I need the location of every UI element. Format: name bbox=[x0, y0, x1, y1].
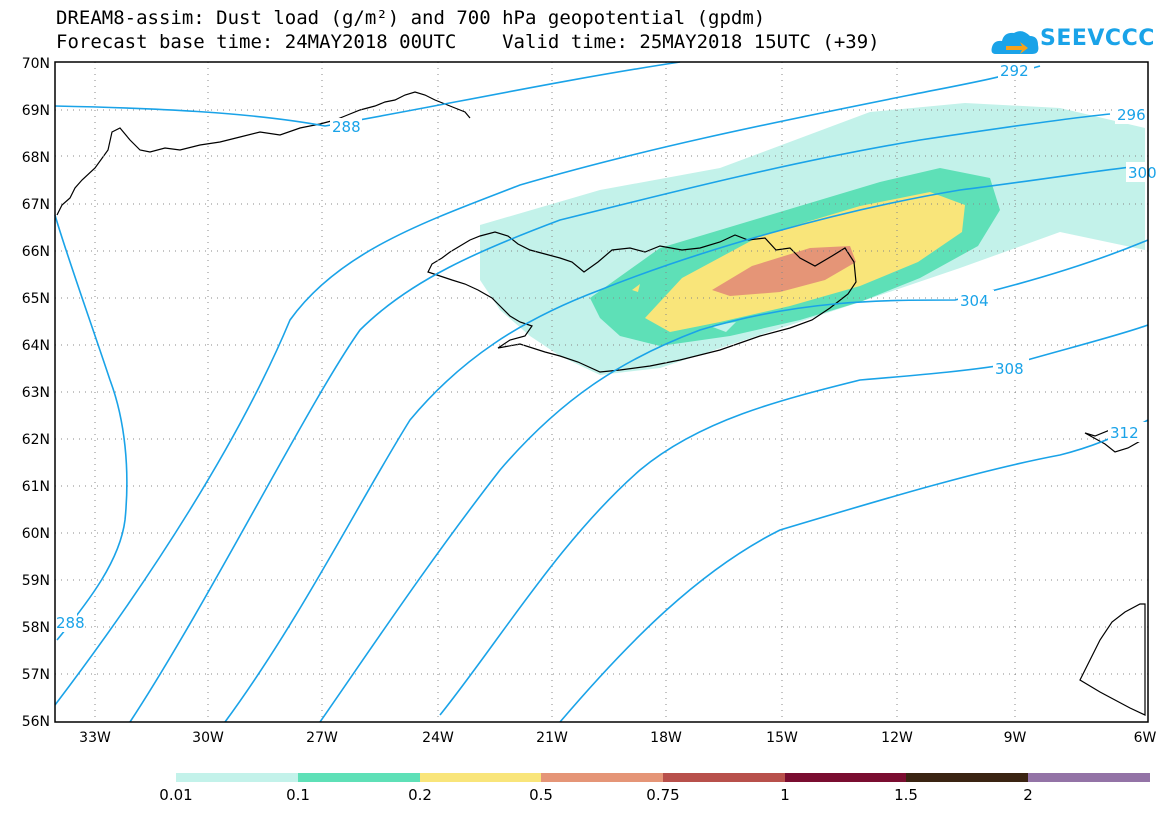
legend-label: 0.01 bbox=[159, 786, 193, 804]
legend-label: 1.5 bbox=[894, 786, 918, 804]
logo-text: SEEVCCC bbox=[1040, 26, 1155, 51]
contour-300 bbox=[224, 164, 1149, 723]
legend-swatch bbox=[1028, 773, 1150, 782]
lon-axis: 33W 30W 27W 24W 21W 18W 15W 12W 9W 6W bbox=[79, 730, 1156, 746]
lon-tick-label: 6W bbox=[1134, 730, 1157, 746]
lon-tick-label: 15W bbox=[766, 730, 798, 746]
lon-tick-label: 12W bbox=[881, 730, 913, 746]
lon-tick-label: 33W bbox=[79, 730, 111, 746]
map-title: DREAM8-assim: Dust load (g/m²) and 700 h… bbox=[56, 7, 766, 29]
lat-tick-label: 70N bbox=[22, 56, 50, 72]
lon-tick-label: 18W bbox=[650, 730, 682, 746]
contour-label: 296 bbox=[1117, 106, 1146, 124]
legend-swatch bbox=[420, 773, 541, 782]
legend-label: 1 bbox=[780, 786, 790, 804]
cloud-icon bbox=[991, 31, 1039, 54]
lat-tick-label: 64N bbox=[22, 338, 50, 354]
contour-304 bbox=[319, 239, 1149, 723]
dust-band-0.5 bbox=[712, 246, 856, 296]
map-subtitle: Forecast base time: 24MAY2018 00UTC Vali… bbox=[56, 31, 880, 53]
geopotential-contours bbox=[54, 61, 1149, 723]
contour-288-south bbox=[54, 214, 128, 641]
contour-292 bbox=[54, 65, 1041, 706]
lon-tick-label: 24W bbox=[422, 730, 454, 746]
lat-tick-label: 63N bbox=[22, 385, 50, 401]
contour-label: 304 bbox=[960, 292, 989, 310]
lat-tick-label: 56N bbox=[22, 714, 50, 730]
contour-label: 312 bbox=[1110, 424, 1139, 442]
contour-label: 308 bbox=[995, 360, 1024, 378]
iceland-coast bbox=[427, 231, 857, 373]
lon-tick-label: 27W bbox=[306, 730, 338, 746]
legend-label: 0.75 bbox=[646, 786, 680, 804]
lat-tick-label: 68N bbox=[22, 150, 50, 166]
contour-label: 292 bbox=[1000, 62, 1029, 80]
contour-312 bbox=[559, 419, 1149, 723]
scotland-coast bbox=[1079, 603, 1146, 716]
legend-label: 0.1 bbox=[286, 786, 310, 804]
lat-tick-label: 60N bbox=[22, 526, 50, 542]
contour-label: 288 bbox=[332, 118, 361, 136]
legend-swatch bbox=[663, 773, 785, 782]
legend-swatch bbox=[906, 773, 1028, 782]
legend-swatch bbox=[176, 773, 298, 782]
legend-swatch bbox=[541, 773, 663, 782]
contour-label: 288 bbox=[56, 614, 85, 632]
legend-swatch bbox=[298, 773, 420, 782]
lat-tick-label: 66N bbox=[22, 244, 50, 260]
lat-tick-label: 57N bbox=[22, 667, 50, 683]
lat-tick-label: 65N bbox=[22, 291, 50, 307]
legend-label: 2 bbox=[1023, 786, 1033, 804]
dust-field bbox=[480, 103, 1145, 375]
lon-tick-label: 21W bbox=[536, 730, 568, 746]
legend-colorbar bbox=[176, 773, 1150, 782]
legend-label: 0.5 bbox=[529, 786, 553, 804]
lat-tick-label: 58N bbox=[22, 620, 50, 636]
map-frame bbox=[54, 61, 1149, 723]
lon-tick-label: 9W bbox=[1004, 730, 1027, 746]
contour-288-west bbox=[54, 61, 681, 127]
contour-296 bbox=[129, 113, 1111, 723]
contour-label: 300 bbox=[1128, 164, 1157, 182]
lat-axis: 70N 69N 68N 67N 66N 65N 64N 63N 62N 61N … bbox=[22, 56, 50, 730]
lat-tick-label: 69N bbox=[22, 103, 50, 119]
lat-tick-label: 59N bbox=[22, 573, 50, 589]
contour-308 bbox=[439, 324, 1149, 716]
legend-label: 0.2 bbox=[408, 786, 432, 804]
contour-labels: 288 292 296 300 304 308 312 288 bbox=[55, 60, 1157, 632]
lat-tick-label: 62N bbox=[22, 432, 50, 448]
lat-tick-label: 67N bbox=[22, 197, 50, 213]
lat-tick-label: 61N bbox=[22, 479, 50, 495]
lon-tick-label: 30W bbox=[192, 730, 224, 746]
legend-swatch bbox=[785, 773, 906, 782]
